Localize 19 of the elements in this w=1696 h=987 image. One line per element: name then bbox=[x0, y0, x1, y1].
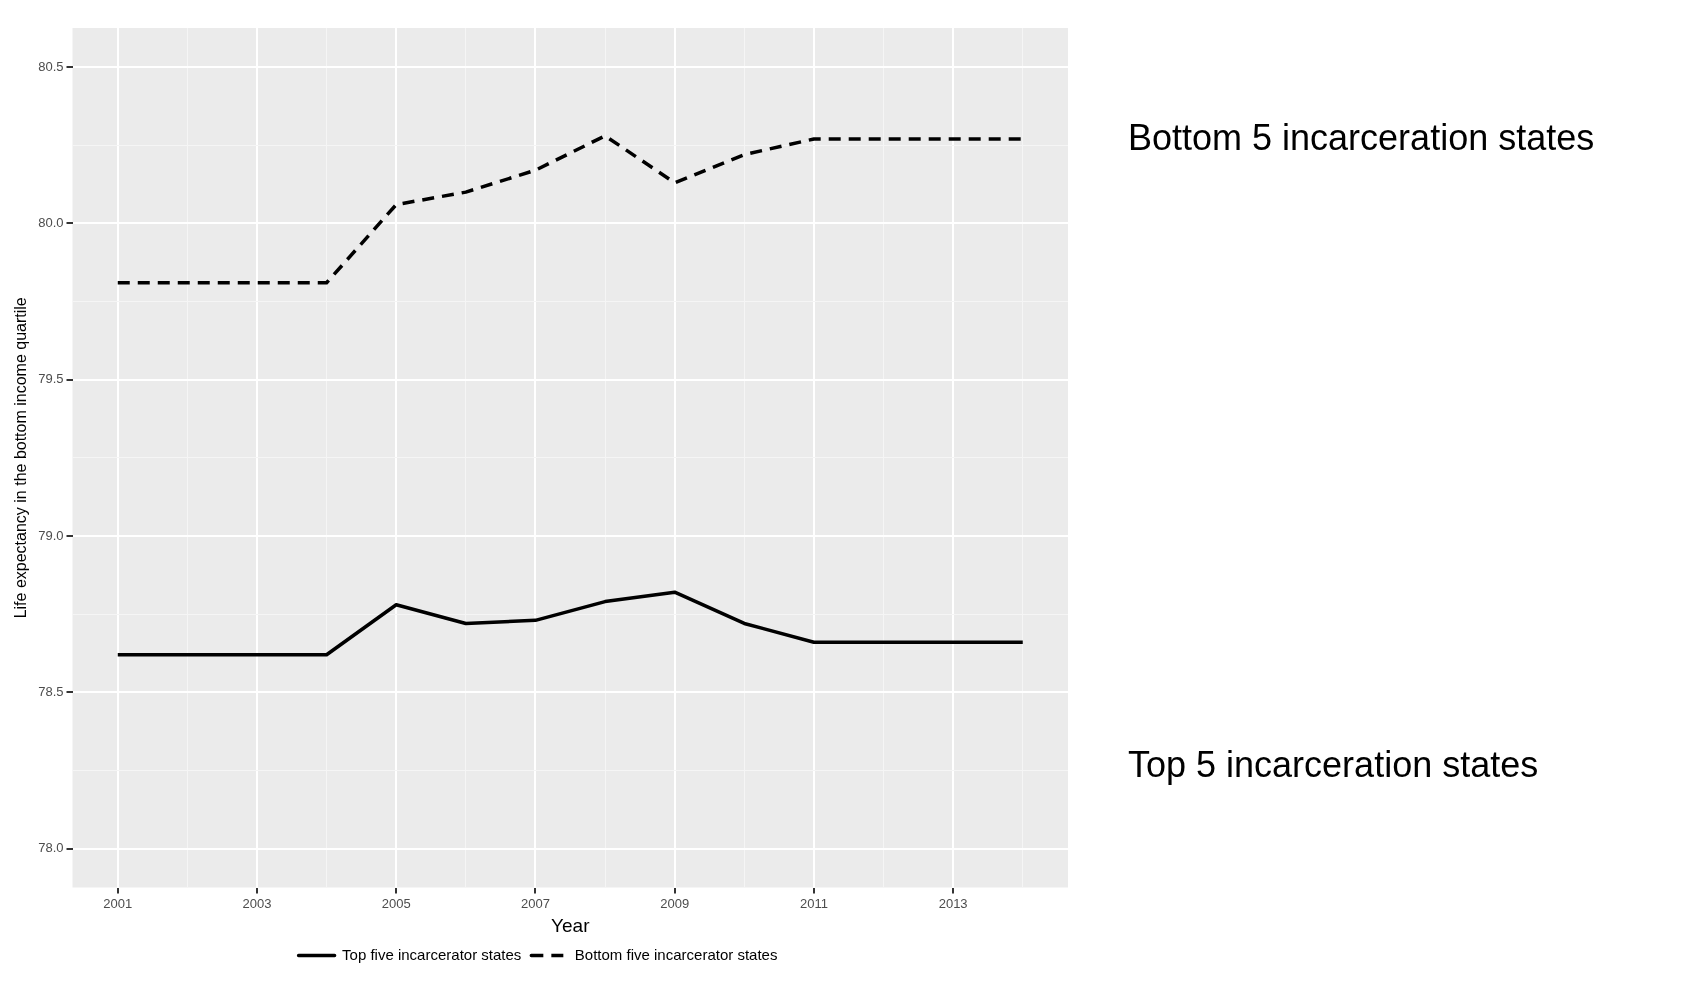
y-tick-label: 79.0 bbox=[38, 527, 64, 543]
legend-label: Bottom five incarcerator states bbox=[574, 945, 778, 963]
legend-label: Top five incarcerator states bbox=[342, 945, 522, 963]
text: Top 5 incarceration states bbox=[1128, 744, 1539, 786]
x-tick-label: 2005 bbox=[381, 895, 411, 911]
y-tick-label: 79.5 bbox=[38, 371, 64, 387]
x-tick-label: 2009 bbox=[660, 895, 690, 911]
x-tick-label: 2013 bbox=[938, 895, 968, 911]
y-tick-label: 80.0 bbox=[38, 214, 64, 230]
y-tick-label: 78.0 bbox=[38, 840, 64, 856]
x-axis-title: Year bbox=[551, 914, 591, 936]
x-tick-label: 2003 bbox=[242, 895, 272, 911]
y-axis-title: Life expectancy in the bottom income quartile bbox=[12, 297, 30, 619]
text: Bottom 5 incarceration states bbox=[1128, 116, 1595, 158]
x-tick-label: 2001 bbox=[103, 895, 133, 911]
y-tick-label: 78.5 bbox=[38, 683, 64, 699]
x-tick-label: 2007 bbox=[520, 895, 550, 911]
x-tick-label: 2011 bbox=[799, 895, 828, 911]
y-tick-label: 80.5 bbox=[38, 58, 64, 74]
